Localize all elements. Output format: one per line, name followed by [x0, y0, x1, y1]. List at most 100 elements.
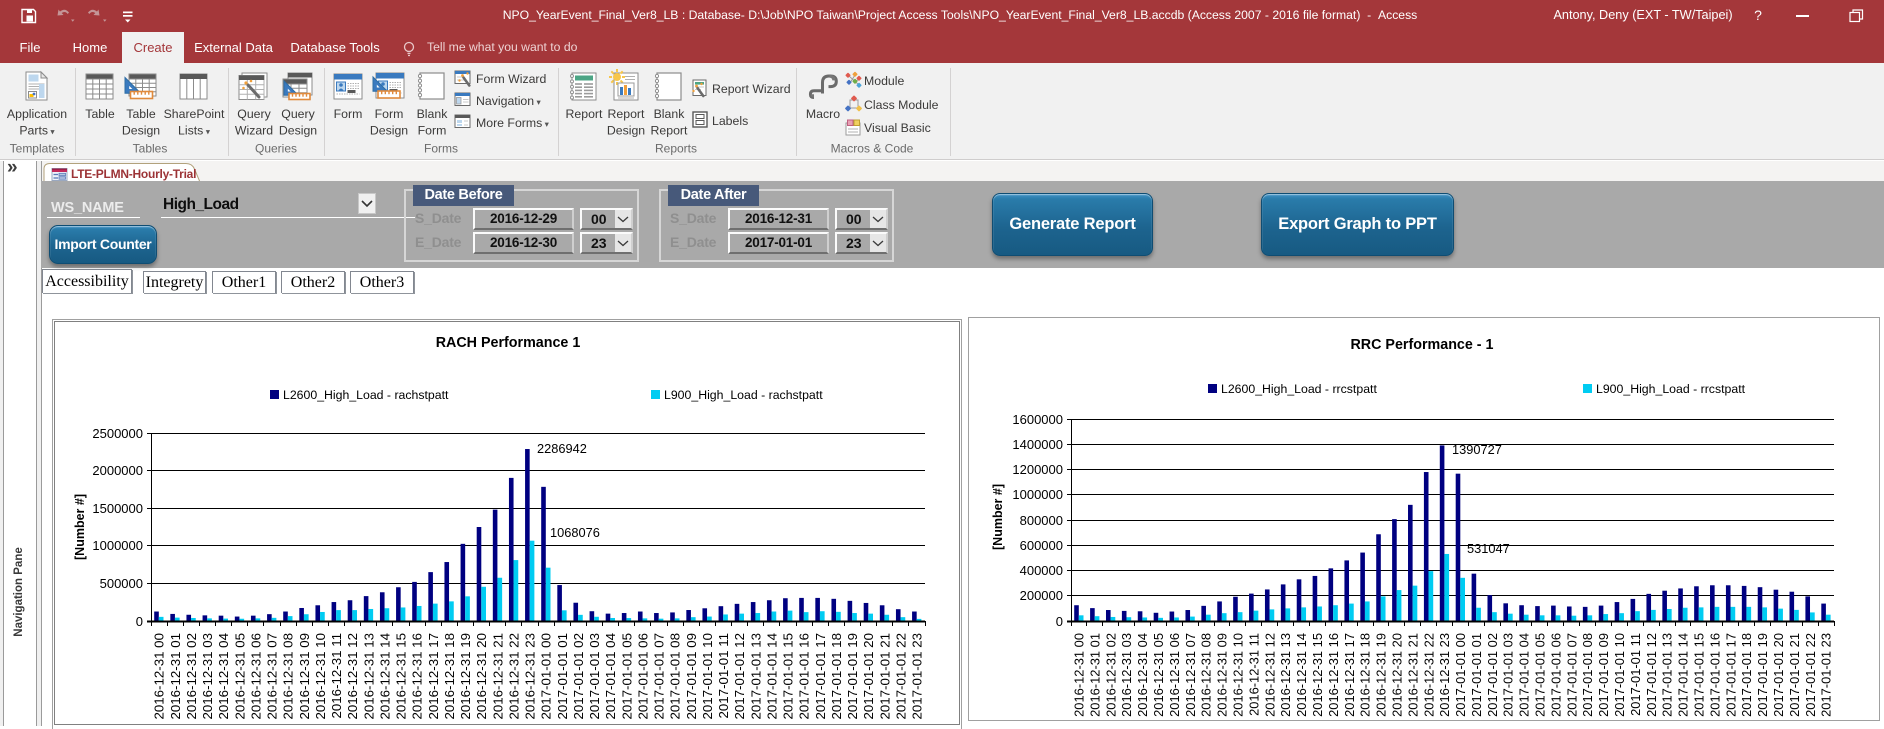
svg-text:2016-12-31 04: 2016-12-31 04 [1135, 633, 1150, 717]
svg-text:2017-01-01 22: 2017-01-01 22 [1803, 633, 1818, 717]
svg-text:2016-12-31 18: 2016-12-31 18 [442, 633, 457, 720]
svg-text:Blank: Blank [654, 107, 686, 121]
svg-text:Application: Application [7, 107, 67, 121]
svg-text:2500000: 2500000 [92, 426, 143, 441]
svg-text:2016-12-31 21: 2016-12-31 21 [1405, 633, 1420, 717]
svg-text:2017-01-01 22: 2017-01-01 22 [893, 633, 908, 720]
svg-text:L900_High_Load - rrcstpatt: L900_High_Load - rrcstpatt [1596, 382, 1746, 396]
svg-text:0: 0 [1056, 614, 1063, 629]
svg-text:2017-01-01 04: 2017-01-01 04 [1517, 633, 1532, 717]
svg-text:2016-12-31 08: 2016-12-31 08 [281, 633, 296, 720]
svg-text:2016-12-31 08: 2016-12-31 08 [1199, 633, 1214, 717]
svg-text:2016-12-31 12: 2016-12-31 12 [345, 633, 360, 720]
svg-text:2017-01-01 20: 2017-01-01 20 [861, 633, 876, 720]
svg-text:2017-01-01 11: 2017-01-01 11 [1628, 633, 1643, 716]
svg-text:2016-12-31 17: 2016-12-31 17 [426, 633, 441, 720]
svg-text:L2600_High_Load - rrcstpatt: L2600_High_Load - rrcstpatt [1221, 382, 1377, 396]
svg-text:2016-12-31 06: 2016-12-31 06 [1167, 633, 1182, 717]
svg-text:Report Wizard: Report Wizard [712, 82, 791, 96]
svg-text:2016-12-31 05: 2016-12-31 05 [232, 633, 247, 720]
svg-text:2016-12-31 07: 2016-12-31 07 [1183, 633, 1198, 717]
svg-text:2016-12-31 03: 2016-12-31 03 [1119, 633, 1134, 717]
svg-text:2016-12-31 16: 2016-12-31 16 [410, 633, 425, 720]
svg-text:Wizard: Wizard [235, 124, 273, 138]
svg-text:2017-01-01 19: 2017-01-01 19 [1755, 633, 1770, 717]
svg-text:RACH Performance 1: RACH Performance 1 [436, 335, 581, 351]
svg-text:2016-12-31 12: 2016-12-31 12 [1262, 633, 1277, 717]
svg-text:2017-01-01 02: 2017-01-01 02 [1485, 633, 1500, 717]
svg-text:Form: Form [418, 124, 447, 138]
svg-text:2016-12-31 22: 2016-12-31 22 [506, 633, 521, 720]
svg-text:2016-12-31 09: 2016-12-31 09 [297, 633, 312, 720]
svg-text:2017-01-01 15: 2017-01-01 15 [781, 633, 796, 720]
svg-text:Blank: Blank [417, 107, 449, 121]
svg-text:2017-01-01 01: 2017-01-01 01 [555, 633, 570, 720]
svg-text:Module: Module [864, 74, 904, 88]
svg-text:Design: Design [279, 124, 317, 138]
svg-text:2017-01-01 13: 2017-01-01 13 [748, 633, 763, 720]
svg-text:2016-12-31 11: 2016-12-31 11 [1246, 633, 1261, 716]
svg-text:RRC Performance - 1: RRC Performance - 1 [1350, 337, 1493, 353]
svg-text:2017-01-01 10: 2017-01-01 10 [700, 633, 715, 720]
svg-text:2017-01-01 18: 2017-01-01 18 [1739, 633, 1754, 717]
svg-text:2017-01-01 17: 2017-01-01 17 [813, 633, 828, 720]
svg-text:2017-01-01 06: 2017-01-01 06 [635, 633, 650, 720]
svg-text:2286942: 2286942 [537, 441, 587, 456]
svg-text:2016-12-31 09: 2016-12-31 09 [1215, 633, 1230, 717]
svg-text:2017-01-01 01: 2017-01-01 01 [1469, 633, 1484, 717]
svg-text:Reports: Reports [655, 142, 697, 156]
svg-text:Templates: Templates [10, 142, 65, 156]
svg-text:1000000: 1000000 [92, 538, 143, 553]
svg-text:2016-12-31 23: 2016-12-31 23 [1437, 633, 1452, 717]
svg-text:SharePoint: SharePoint [164, 107, 225, 121]
svg-text:2016-12-31 20: 2016-12-31 20 [1390, 633, 1405, 717]
svg-text:2017-01-01 15: 2017-01-01 15 [1692, 633, 1707, 717]
svg-text:Query: Query [281, 107, 315, 121]
svg-text:Macro: Macro [806, 107, 840, 121]
svg-text:Visual Basic: Visual Basic [864, 121, 931, 135]
svg-text:2017-01-01 16: 2017-01-01 16 [797, 633, 812, 720]
svg-text:2017-01-01 07: 2017-01-01 07 [652, 633, 667, 720]
svg-text:2017-01-01 09: 2017-01-01 09 [1596, 633, 1611, 717]
svg-text:Lists ▾: Lists ▾ [178, 124, 211, 138]
svg-text:L2600_High_Load - rachstpatt: L2600_High_Load - rachstpatt [283, 388, 449, 402]
svg-text:L900_High_Load - rachstpatt: L900_High_Load - rachstpatt [664, 388, 823, 402]
svg-text:2016-12-31 16: 2016-12-31 16 [1326, 633, 1341, 717]
svg-text:2017-01-01 21: 2017-01-01 21 [877, 633, 892, 720]
svg-text:2016-12-31 00: 2016-12-31 00 [152, 633, 167, 720]
svg-text:2017-01-01 14: 2017-01-01 14 [764, 633, 779, 720]
svg-text:1000000: 1000000 [1012, 487, 1063, 502]
svg-text:400000: 400000 [1020, 563, 1063, 578]
svg-text:531047: 531047 [1467, 541, 1510, 556]
svg-text:Forms: Forms [424, 142, 458, 156]
svg-text:Form: Form [375, 107, 404, 121]
svg-text:2017-01-01 06: 2017-01-01 06 [1548, 633, 1563, 717]
svg-text:2016-12-31 22: 2016-12-31 22 [1421, 633, 1436, 717]
svg-text:2016-12-31 13: 2016-12-31 13 [361, 633, 376, 720]
svg-text:200000: 200000 [1020, 588, 1063, 603]
svg-text:2016-12-31 07: 2016-12-31 07 [265, 633, 280, 720]
svg-text:500000: 500000 [100, 576, 143, 591]
svg-text:2016-12-31 02: 2016-12-31 02 [184, 633, 199, 720]
svg-text:2016-12-31 15: 2016-12-31 15 [394, 633, 409, 720]
svg-text:600000: 600000 [1020, 538, 1063, 553]
svg-text:2016-12-31 03: 2016-12-31 03 [200, 633, 215, 720]
svg-text:[Number #]: [Number #] [991, 484, 1005, 550]
svg-text:2016-12-31 15: 2016-12-31 15 [1310, 633, 1325, 717]
svg-text:2017-01-01 18: 2017-01-01 18 [829, 633, 844, 720]
svg-text:2016-12-31 10: 2016-12-31 10 [313, 633, 328, 720]
svg-text:1500000: 1500000 [92, 501, 143, 516]
svg-text:Queries: Queries [255, 142, 297, 156]
svg-text:Report: Report [651, 124, 688, 138]
svg-text:2017-01-01 19: 2017-01-01 19 [845, 633, 860, 720]
svg-text:2017-01-01 14: 2017-01-01 14 [1676, 633, 1691, 717]
svg-text:2017-01-01 00: 2017-01-01 00 [539, 633, 554, 720]
svg-text:2016-12-31 14: 2016-12-31 14 [377, 633, 392, 720]
svg-text:1200000: 1200000 [1012, 462, 1063, 477]
svg-text:1400000: 1400000 [1012, 437, 1063, 452]
svg-text:Design: Design [607, 124, 645, 138]
svg-text:2017-01-01 10: 2017-01-01 10 [1612, 633, 1627, 717]
svg-text:More Forms ▾: More Forms ▾ [476, 116, 550, 130]
svg-text:2016-12-31 01: 2016-12-31 01 [1087, 633, 1102, 717]
svg-text:1390727: 1390727 [1452, 442, 1502, 457]
